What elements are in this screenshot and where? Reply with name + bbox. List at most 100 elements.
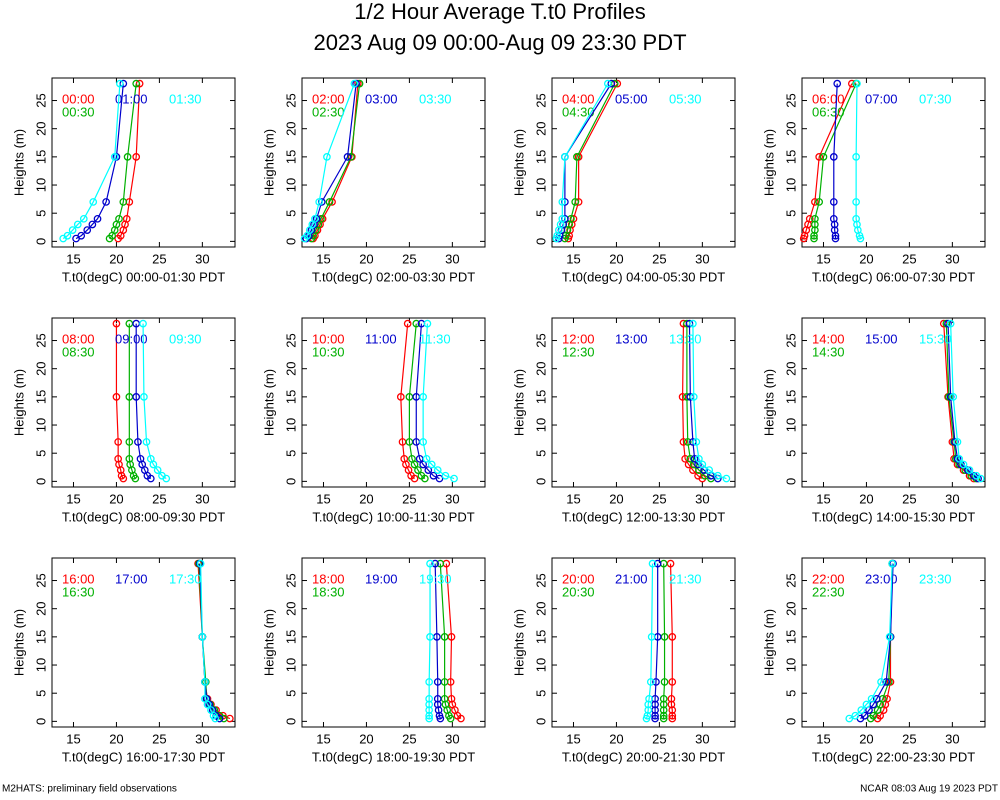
profile-point — [685, 319, 694, 328]
profile-point — [441, 700, 450, 709]
profile-point — [690, 454, 699, 463]
profile-point — [427, 460, 436, 469]
profile-point — [408, 454, 416, 463]
x-tick-label: 30 — [695, 731, 709, 746]
profile-point — [83, 226, 92, 234]
profile-point — [692, 438, 701, 446]
y-tick-label: 25 — [33, 573, 48, 587]
profile-point — [646, 678, 655, 686]
profile-point — [694, 460, 702, 469]
plot-frame — [801, 77, 986, 248]
y-tick-label: 0 — [283, 718, 298, 725]
profile-point — [862, 700, 871, 709]
y-tick-label: 25 — [283, 573, 298, 587]
profile-point — [852, 153, 860, 161]
profile-point — [196, 559, 205, 568]
y-tick-label: 15 — [783, 630, 798, 644]
profile-point — [668, 706, 677, 714]
y-axis-label: Heights (m) — [261, 369, 276, 436]
legend-label: 10:30 — [312, 344, 345, 359]
profile-point — [668, 633, 677, 641]
x-tick-label: 20 — [359, 491, 373, 506]
profile-point — [132, 393, 141, 401]
x-tick-label: 30 — [695, 491, 709, 506]
legend-label: 22:00 — [812, 571, 845, 586]
profile-point — [713, 471, 722, 480]
x-axis-label: T.t0(degC) 22:00-23:30 PDT — [812, 749, 975, 764]
plot-frame — [801, 557, 986, 728]
footer-left: M2HATS: preliminary field observations — [2, 784, 177, 795]
legend-label: 11:00 — [365, 331, 397, 346]
x-tick-label: 30 — [445, 731, 459, 746]
profile-point — [125, 454, 134, 463]
profile-point — [652, 678, 660, 686]
profile-point — [833, 79, 842, 88]
profile-point — [647, 633, 656, 641]
x-tick-label: 15 — [816, 731, 830, 746]
x-tick-label: 15 — [566, 251, 580, 266]
y-tick-label: 10 — [533, 418, 548, 432]
x-tick-label: 20 — [609, 731, 623, 746]
y-tick-label: 25 — [783, 333, 798, 347]
legend-label: 04:30 — [562, 104, 595, 119]
x-tick-label: 20 — [859, 731, 873, 746]
profile-point — [419, 460, 427, 469]
y-tick-label: 10 — [533, 178, 548, 192]
profile-point — [431, 559, 440, 568]
profile-point — [122, 214, 131, 223]
x-tick-label: 30 — [945, 251, 959, 266]
x-tick-label: 25 — [652, 251, 666, 266]
footer-right: NCAR 08:03 Aug 19 2023 PDT — [860, 784, 998, 795]
y-tick-label: 25 — [283, 93, 298, 107]
profile-point — [68, 226, 77, 234]
y-tick-label: 20 — [533, 601, 548, 615]
legend-label: 19:30 — [419, 571, 452, 586]
profile-point — [433, 694, 442, 703]
y-axis-label: Heights (m) — [11, 609, 26, 676]
profile-point — [561, 153, 569, 161]
y-tick-label: 15 — [533, 150, 548, 164]
legend-label: 12:30 — [562, 344, 595, 359]
profile-point — [668, 678, 677, 686]
profile-point — [607, 79, 616, 88]
profile-point — [135, 79, 144, 88]
profile-point — [139, 319, 147, 328]
profile-point — [659, 700, 668, 709]
y-tick-label: 0 — [533, 238, 548, 245]
y-tick-label: 10 — [283, 418, 298, 432]
profile-point — [815, 198, 824, 206]
profile-point — [951, 438, 959, 446]
y-tick-label: 0 — [783, 238, 798, 245]
profile-point — [810, 234, 818, 243]
profile-point — [425, 678, 434, 686]
y-tick-label: 5 — [33, 450, 48, 457]
legend-label: 09:30 — [169, 331, 202, 346]
legend-label: 07:30 — [919, 91, 952, 106]
profile-point — [829, 214, 838, 223]
legend-label: 16:00 — [62, 571, 95, 586]
profile-line — [109, 83, 137, 239]
legend-label: 04:00 — [562, 91, 595, 106]
profile-point — [435, 711, 444, 720]
profile-point — [946, 393, 955, 401]
profile-point — [944, 319, 952, 328]
profile-point — [198, 633, 207, 641]
y-tick-label: 15 — [33, 150, 48, 164]
y-tick-label: 20 — [33, 601, 48, 615]
profile-point — [417, 471, 426, 480]
x-tick-label: 25 — [402, 251, 416, 266]
plot-frame — [301, 317, 486, 488]
y-tick-label: 10 — [283, 178, 298, 192]
y-tick-label: 25 — [783, 573, 798, 587]
x-tick-label: 30 — [695, 251, 709, 266]
plot-frame — [801, 317, 986, 488]
legend-label: 02:30 — [312, 104, 345, 119]
y-tick-label: 15 — [533, 390, 548, 404]
profile-point — [140, 393, 148, 401]
profile-point — [959, 460, 968, 469]
profile-point — [852, 214, 860, 223]
profile-point — [201, 694, 209, 703]
y-tick-label: 0 — [533, 478, 548, 485]
profile-point — [845, 714, 854, 723]
profile-point — [315, 198, 324, 206]
